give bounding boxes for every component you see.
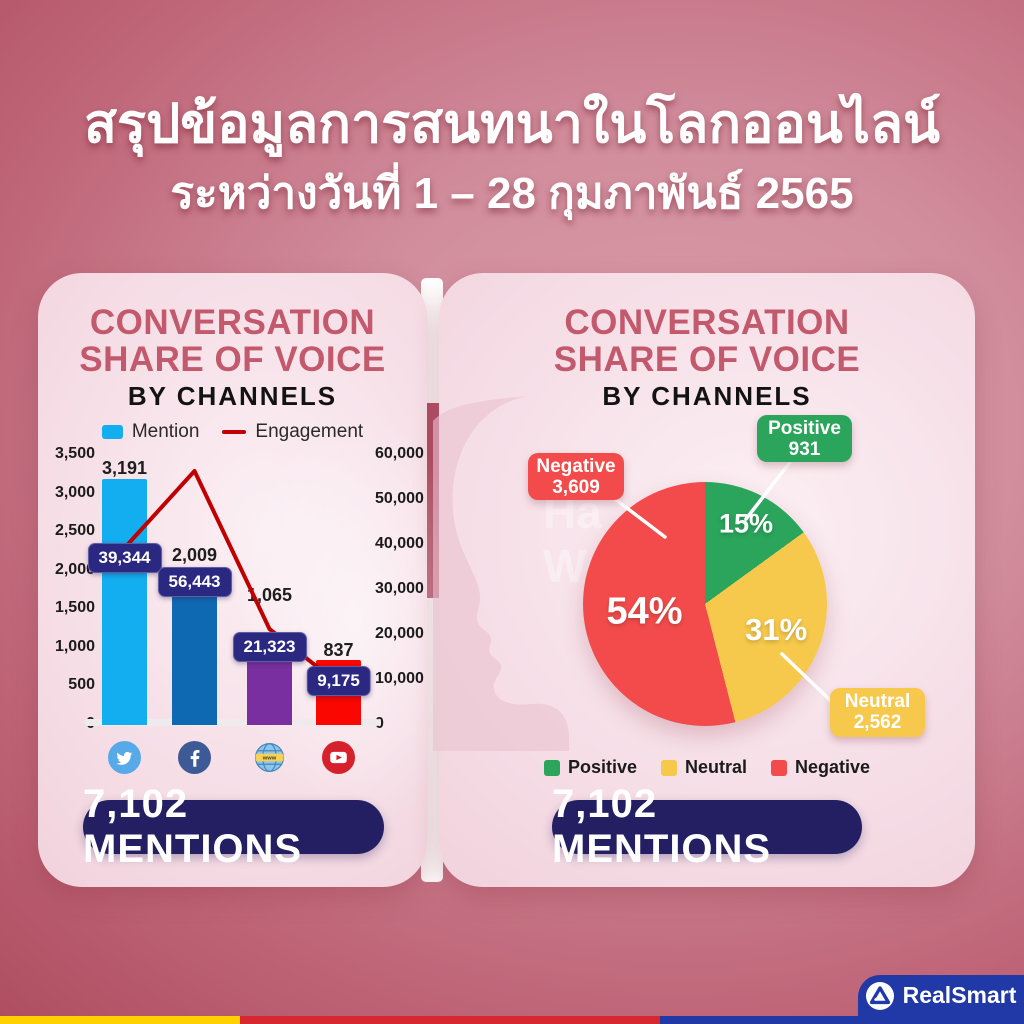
left-axis-tick: 500 — [68, 676, 95, 694]
footer-stripe-yellow — [0, 1016, 240, 1024]
svg-text:www: www — [262, 755, 277, 761]
right-panel-title-line1: CONVERSATION — [564, 303, 850, 342]
engagement-legend-line — [222, 430, 247, 434]
negative-legend-swatch — [771, 759, 787, 776]
main-title-thai: สรุปข้อมูลการสนทนาในโลกออนไลน์ — [83, 94, 940, 154]
left-axis-tick: 1,500 — [54, 599, 95, 617]
positive-legend-swatch — [543, 759, 560, 776]
pie-percent-label-positive: 15% — [718, 508, 774, 539]
footer-stripe-blue — [660, 1016, 1024, 1024]
right-panel-title-line2: SHARE OF VOICE — [553, 340, 861, 379]
left-axis-tick: 3,000 — [54, 483, 95, 501]
right-axis-tick: 50,000 — [375, 490, 424, 507]
engagement-value-badge: 9,175 — [306, 666, 371, 696]
neutral-callout-badge: Neutral 2,562 — [830, 688, 925, 737]
footer-stripe-red — [240, 1016, 660, 1024]
engagement-value-badge: 39,344 — [87, 543, 162, 573]
mention-value-label: 3,191 — [101, 458, 148, 478]
negative-callout-badge: Negative 3,609 — [528, 453, 624, 500]
facebook-icon — [178, 741, 211, 774]
twitter-icon — [108, 741, 141, 774]
legend-item-neutral: Neutral — [660, 757, 747, 778]
engagement-legend-label: Engagement — [255, 421, 364, 442]
website-www-icon: www — [254, 742, 285, 773]
mention-legend-label: Mention — [131, 421, 200, 442]
sentiment-pie-chart: 15% 31% 54% — [583, 482, 827, 726]
mention-value-label: 2,009 — [171, 545, 218, 565]
right-axis-tick: 30,000 — [375, 580, 424, 597]
left-panel-title-line1: CONVERSATION — [89, 303, 376, 342]
left-axis-tick: 2,000 — [54, 560, 95, 578]
realsmart-logo-icon — [865, 981, 894, 1010]
legend-item-positive: Positive — [543, 757, 637, 778]
left-panel-share-of-voice-by-channels: CONVERSATION SHARE OF VOICE BY CHANNELS … — [38, 273, 477, 887]
right-axis-tick: 20,000 — [375, 625, 424, 642]
date-range-subtitle-thai: ระหว่างวันที่ 1 – 28 กุมภาพันธ์ 2565 — [170, 169, 854, 218]
mention-legend-swatch — [101, 425, 123, 439]
positive-callout-badge: Positive 931 — [757, 415, 852, 462]
pie-chart-legend: Positive Neutral Negative — [439, 757, 975, 778]
right-axis-tick: 60,000 — [375, 445, 424, 462]
realsmart-brand-label: RealSmart — [902, 982, 1017, 1008]
left-axis-tick: 1,000 — [54, 637, 95, 655]
left-axis-tick: 3,500 — [54, 445, 95, 462]
right-total-mentions-badge: 7,102 MENTIONS — [552, 782, 862, 871]
bar-chart-legend: Mention Engagement — [38, 421, 427, 443]
face-silhouette-watermark — [433, 396, 569, 751]
left-total-mentions-badge: 7,102 MENTIONS — [83, 782, 384, 871]
right-axis-tick: 40,000 — [375, 535, 424, 552]
neutral-legend-swatch — [660, 759, 677, 776]
right-axis-tick: 10,000 — [375, 670, 424, 687]
youtube-icon — [322, 741, 355, 774]
pie-percent-label-negative: 54% — [606, 590, 683, 633]
right-panel-subtitle: BY CHANNELS — [602, 381, 812, 411]
engagement-value-badge: 56,443 — [157, 567, 232, 597]
chart-baseline — [84, 719, 380, 726]
mention-value-label: 1,065 — [246, 585, 293, 605]
mention-engagement-chart: 05001,0001,5002,0002,5003,0003,500010,00… — [38, 273, 427, 887]
engagement-value-badge: 21,323 — [232, 632, 307, 662]
mention-bar-twitter — [102, 478, 147, 725]
left-axis-tick: 2,500 — [54, 522, 95, 540]
right-axis-tick: 0 — [375, 715, 435, 733]
left-panel-subtitle: BY CHANNELS — [127, 381, 338, 411]
pie-percent-label-neutral: 31% — [745, 611, 808, 647]
mention-value-label: 837 — [323, 640, 354, 660]
right-panel-sentiment-share-of-voice: Ha Wo CONVERSATION SHARE OF VOICE BY CHA… — [433, 273, 975, 887]
legend-item-negative: Negative — [771, 757, 870, 778]
realsmart-brand-tab: RealSmart — [858, 975, 1024, 1016]
channel-icons-row: www — [38, 741, 427, 775]
left-panel-title-line2: SHARE OF VOICE — [79, 340, 386, 379]
